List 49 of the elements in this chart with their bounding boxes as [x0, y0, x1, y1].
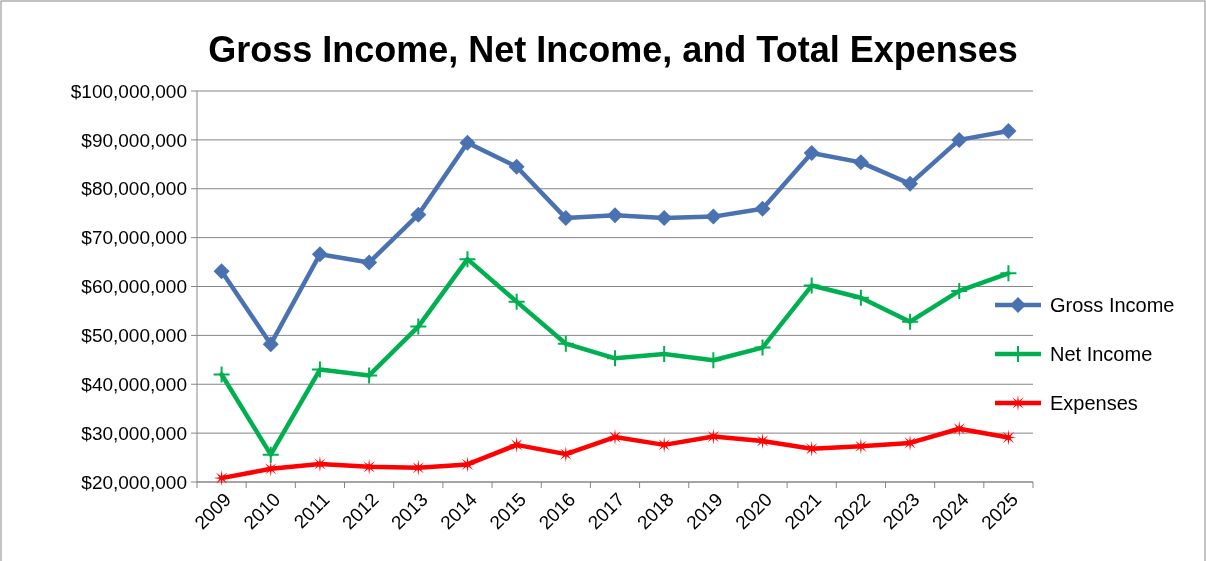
point — [262, 336, 279, 353]
chart-title: Gross Income, Net Income, and Total Expenses — [208, 29, 1018, 70]
y-tick-label: $70,000,000 — [81, 227, 187, 249]
point — [361, 367, 378, 384]
point — [1000, 123, 1017, 140]
point — [557, 210, 574, 227]
point — [508, 436, 525, 453]
point — [902, 175, 919, 192]
point — [951, 131, 968, 148]
point — [410, 318, 427, 335]
point — [1000, 429, 1017, 446]
point — [361, 254, 378, 271]
point — [705, 208, 722, 225]
legend-label: Net Income — [1050, 343, 1153, 365]
point — [852, 289, 869, 306]
point — [754, 200, 771, 217]
point — [803, 145, 820, 162]
point — [311, 361, 328, 378]
point — [852, 154, 869, 171]
y-tick-label: $30,000,000 — [81, 422, 187, 444]
y-tick-label: $80,000,000 — [81, 178, 187, 200]
point — [508, 293, 525, 310]
y-tick-label: $100,000,000 — [70, 80, 187, 102]
point — [902, 434, 919, 451]
point — [459, 134, 476, 151]
point — [410, 206, 427, 223]
point — [607, 350, 623, 367]
point — [311, 246, 328, 263]
point — [1000, 265, 1017, 282]
point — [902, 313, 919, 330]
point — [705, 352, 722, 369]
y-tick-label: $40,000,000 — [81, 373, 187, 395]
point — [557, 335, 574, 352]
point — [951, 282, 968, 299]
point — [262, 446, 279, 463]
point — [213, 366, 230, 383]
point — [213, 263, 230, 280]
y-tick-label: $90,000,000 — [81, 129, 187, 151]
point — [803, 277, 820, 294]
y-tick-label: $50,000,000 — [81, 325, 187, 347]
point — [508, 158, 525, 175]
point — [459, 251, 476, 268]
legend-label: Gross Income — [1050, 294, 1175, 316]
legend-label: Expenses — [1050, 392, 1138, 414]
y-tick-label: $20,000,000 — [81, 471, 187, 493]
point — [607, 429, 623, 446]
point — [754, 339, 771, 356]
point — [607, 207, 623, 224]
y-tick-label: $60,000,000 — [81, 276, 187, 298]
